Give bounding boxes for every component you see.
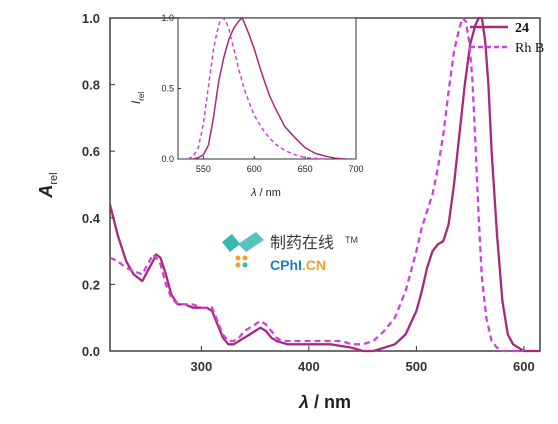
inset-y-tick-label: 1.0 xyxy=(161,13,174,23)
inset-series-rhb-line xyxy=(187,17,326,160)
watermark-brand: CPhI.CN xyxy=(270,257,326,273)
main-ticks: 300 400 500 600 0.0 0.2 0.4 0.6 0.8 1.0 xyxy=(82,11,535,374)
inset-ticks: 550 600 650 700 0.0 0.5 1.0 xyxy=(161,13,363,174)
main-y-tick-label: 0.4 xyxy=(82,211,101,226)
cphi-logo-icon xyxy=(222,232,264,268)
main-series-24-line xyxy=(108,16,540,353)
inset-x-tick-label: 600 xyxy=(247,164,262,174)
main-y-tick-label: 0.8 xyxy=(82,78,100,93)
inset-series-24-line xyxy=(193,17,346,160)
main-x-tick-label: 600 xyxy=(513,359,535,374)
main-y-tick-label: 0.0 xyxy=(82,344,100,359)
main-y-axis-title: Arel xyxy=(36,172,60,198)
inset-series xyxy=(187,17,346,160)
inset-y-tick-label: 0.5 xyxy=(161,84,174,94)
main-x-axis-title: λ / nm xyxy=(298,392,351,412)
main-x-tick-label: 300 xyxy=(191,359,213,374)
main-y-tick-label: 0.6 xyxy=(82,144,100,159)
legend-label-rhb: Rh B xyxy=(515,41,544,56)
main-y-tick-label: 1.0 xyxy=(82,11,100,26)
watermark: 制药在线 TM CPhI.CN xyxy=(222,232,358,273)
main-series-rhb-line xyxy=(109,16,524,353)
watermark-chinese: 制药在线 xyxy=(270,233,334,252)
main-x-tick-label: 500 xyxy=(406,359,428,374)
main-y-tick-label: 0.2 xyxy=(82,277,100,292)
inset-x-tick-label: 650 xyxy=(298,164,313,174)
watermark-tm: TM xyxy=(345,235,358,245)
inset-y-axis-title: Irel xyxy=(129,92,146,104)
inset-x-axis-title: λ / nm xyxy=(250,187,281,199)
inset-x-tick-label: 700 xyxy=(348,164,363,174)
main-series xyxy=(108,16,540,353)
inset-x-tick-label: 550 xyxy=(196,164,211,174)
inset-y-tick-label: 0.0 xyxy=(161,154,174,164)
legend-label-24: 24 xyxy=(515,21,529,36)
legend: 24 Rh B xyxy=(470,21,544,56)
main-x-tick-label: 400 xyxy=(298,359,320,374)
